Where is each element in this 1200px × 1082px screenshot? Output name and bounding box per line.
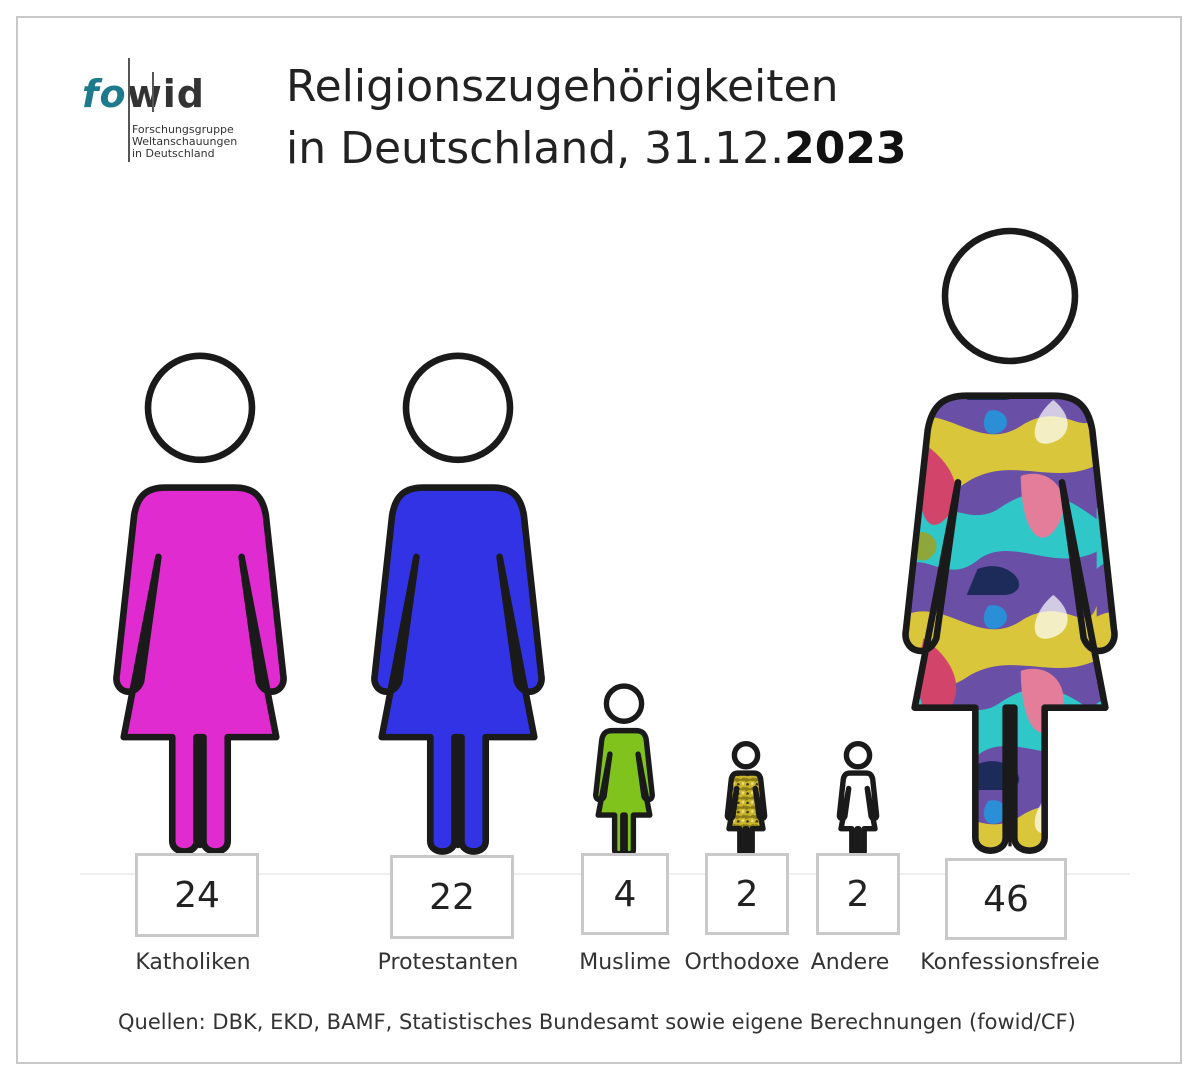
logo-word-wid: wid	[126, 72, 205, 116]
figure-konfessionsfreie	[902, 227, 1118, 854]
figure-andere	[836, 740, 880, 857]
logo-divider	[152, 72, 154, 112]
figure-protestanten	[371, 352, 545, 855]
value-box-protestanten: 22	[390, 855, 514, 939]
figure-muslime	[593, 683, 655, 857]
category-label: Muslime	[579, 950, 671, 975]
source-note: Quellen: DBK, EKD, BAMF, Statistisches B…	[118, 1010, 1076, 1034]
logo-word-fo: fo	[82, 72, 127, 116]
figure-body	[902, 392, 1118, 854]
value-box-konfessionsfreie: 46	[945, 858, 1067, 940]
category-label: Konfessionsfreie	[920, 950, 1100, 975]
chart-frame	[16, 16, 1182, 1064]
title-year: 2023	[784, 123, 907, 174]
title-line-2: in Deutschland, 31.12.2023	[286, 118, 907, 180]
logo-subtitle: Forschungsgruppe Weltanschauungen in Deu…	[132, 124, 237, 160]
value-box-orthodoxe: 2	[705, 853, 789, 935]
figure-body	[113, 484, 287, 855]
figure-head	[843, 740, 873, 770]
value-box-katholiken: 24	[135, 853, 259, 937]
fowid-logo: fowid Forschungsgruppe Weltanschauungen …	[82, 58, 262, 168]
category-label: Orthodoxe	[684, 950, 800, 975]
category-label: Katholiken	[135, 950, 251, 975]
title-date-prefix: in Deutschland, 31.12.	[286, 123, 785, 174]
figure-katholiken	[113, 352, 287, 855]
figure-body	[836, 770, 880, 857]
figure-body	[371, 484, 545, 855]
figure-head	[402, 352, 514, 464]
figure-orthodoxe	[724, 740, 768, 857]
logo-divider	[128, 58, 130, 162]
figure-body	[724, 770, 768, 857]
chart-title: Religionszugehörigkeiten in Deutschland,…	[286, 56, 907, 180]
title-line-1: Religionszugehörigkeiten	[286, 61, 839, 112]
logo-subtitle-line: in Deutschland	[132, 147, 215, 160]
category-label: Andere	[810, 950, 890, 975]
figure-head	[603, 683, 645, 724]
logo-wordmark: fowid	[82, 72, 205, 116]
figure-head	[731, 740, 761, 770]
figure-head	[144, 352, 256, 464]
value-box-andere: 2	[816, 853, 900, 935]
value-box-muslime: 4	[581, 853, 669, 935]
logo-subtitle-line: Weltanschauungen	[132, 135, 238, 148]
logo-subtitle-line: Forschungsgruppe	[132, 123, 234, 136]
category-label: Protestanten	[377, 950, 519, 975]
figure-head	[941, 227, 1079, 365]
